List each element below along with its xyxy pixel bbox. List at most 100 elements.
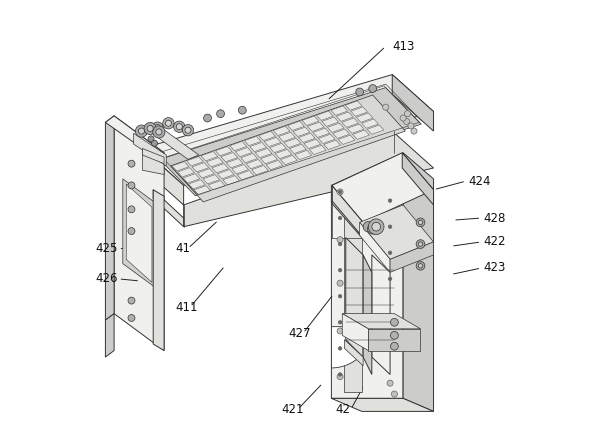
Circle shape [405, 111, 410, 117]
Polygon shape [346, 101, 362, 110]
Circle shape [338, 269, 342, 272]
Polygon shape [279, 132, 295, 142]
Circle shape [368, 219, 384, 235]
Circle shape [372, 222, 381, 231]
Polygon shape [280, 155, 297, 165]
Circle shape [391, 318, 399, 326]
Wedge shape [331, 327, 373, 368]
Polygon shape [201, 152, 218, 161]
Polygon shape [105, 116, 164, 153]
Polygon shape [360, 205, 434, 259]
Polygon shape [343, 313, 368, 351]
Circle shape [152, 122, 163, 133]
Text: 425: 425 [95, 242, 118, 255]
Text: 423: 423 [483, 262, 506, 275]
Polygon shape [284, 138, 301, 147]
Polygon shape [197, 169, 214, 178]
Polygon shape [322, 117, 339, 126]
Polygon shape [356, 113, 373, 122]
Polygon shape [259, 131, 276, 141]
Circle shape [148, 136, 154, 142]
Circle shape [128, 206, 135, 213]
Text: 411: 411 [175, 300, 197, 313]
Circle shape [355, 88, 363, 96]
Circle shape [337, 237, 343, 243]
Polygon shape [105, 116, 114, 320]
Polygon shape [351, 107, 368, 116]
Polygon shape [183, 174, 200, 183]
Circle shape [337, 328, 343, 334]
Circle shape [418, 264, 423, 268]
Circle shape [416, 240, 425, 249]
Polygon shape [403, 153, 434, 412]
Polygon shape [313, 128, 330, 137]
Polygon shape [363, 255, 372, 375]
Polygon shape [114, 116, 164, 351]
Polygon shape [153, 190, 164, 351]
Circle shape [185, 127, 191, 133]
Polygon shape [288, 121, 304, 130]
Circle shape [338, 294, 342, 298]
Polygon shape [317, 111, 333, 120]
Circle shape [128, 314, 135, 321]
Circle shape [416, 218, 425, 227]
Polygon shape [343, 313, 421, 329]
Circle shape [204, 114, 212, 122]
Polygon shape [203, 175, 220, 184]
Circle shape [416, 262, 425, 270]
Circle shape [338, 347, 342, 350]
Polygon shape [342, 118, 359, 127]
Polygon shape [367, 125, 384, 134]
Polygon shape [302, 116, 319, 126]
Circle shape [363, 221, 373, 232]
Circle shape [156, 129, 162, 135]
Polygon shape [215, 146, 232, 156]
Polygon shape [392, 75, 434, 131]
Polygon shape [293, 127, 310, 136]
Circle shape [338, 190, 342, 194]
Circle shape [337, 280, 343, 286]
Circle shape [144, 123, 156, 135]
Polygon shape [336, 112, 353, 121]
Circle shape [216, 110, 224, 118]
Circle shape [383, 104, 389, 110]
Polygon shape [236, 147, 252, 157]
Polygon shape [208, 181, 225, 190]
Polygon shape [319, 134, 335, 143]
Polygon shape [178, 168, 194, 177]
Polygon shape [142, 149, 164, 174]
Polygon shape [332, 185, 363, 238]
Polygon shape [212, 164, 229, 173]
Polygon shape [331, 194, 362, 238]
Circle shape [153, 126, 165, 138]
Polygon shape [126, 184, 152, 283]
Circle shape [368, 224, 378, 234]
Polygon shape [327, 123, 344, 133]
Polygon shape [142, 149, 164, 164]
Polygon shape [223, 176, 239, 185]
Polygon shape [149, 127, 199, 159]
Polygon shape [275, 150, 292, 159]
Circle shape [128, 160, 135, 167]
Text: 413: 413 [392, 40, 415, 53]
Circle shape [337, 374, 343, 380]
Polygon shape [273, 126, 290, 136]
Circle shape [154, 125, 161, 131]
Circle shape [138, 128, 145, 134]
Polygon shape [362, 119, 378, 128]
Circle shape [239, 106, 246, 114]
Polygon shape [266, 160, 283, 170]
Polygon shape [347, 124, 364, 133]
Polygon shape [331, 106, 347, 115]
Circle shape [177, 124, 182, 130]
Polygon shape [192, 163, 208, 172]
Polygon shape [207, 157, 223, 167]
Circle shape [388, 251, 392, 255]
Polygon shape [252, 166, 268, 175]
Polygon shape [232, 164, 248, 174]
Polygon shape [346, 238, 363, 357]
Polygon shape [194, 186, 210, 195]
Polygon shape [186, 157, 204, 166]
Circle shape [418, 242, 423, 246]
Text: 421: 421 [282, 403, 304, 416]
